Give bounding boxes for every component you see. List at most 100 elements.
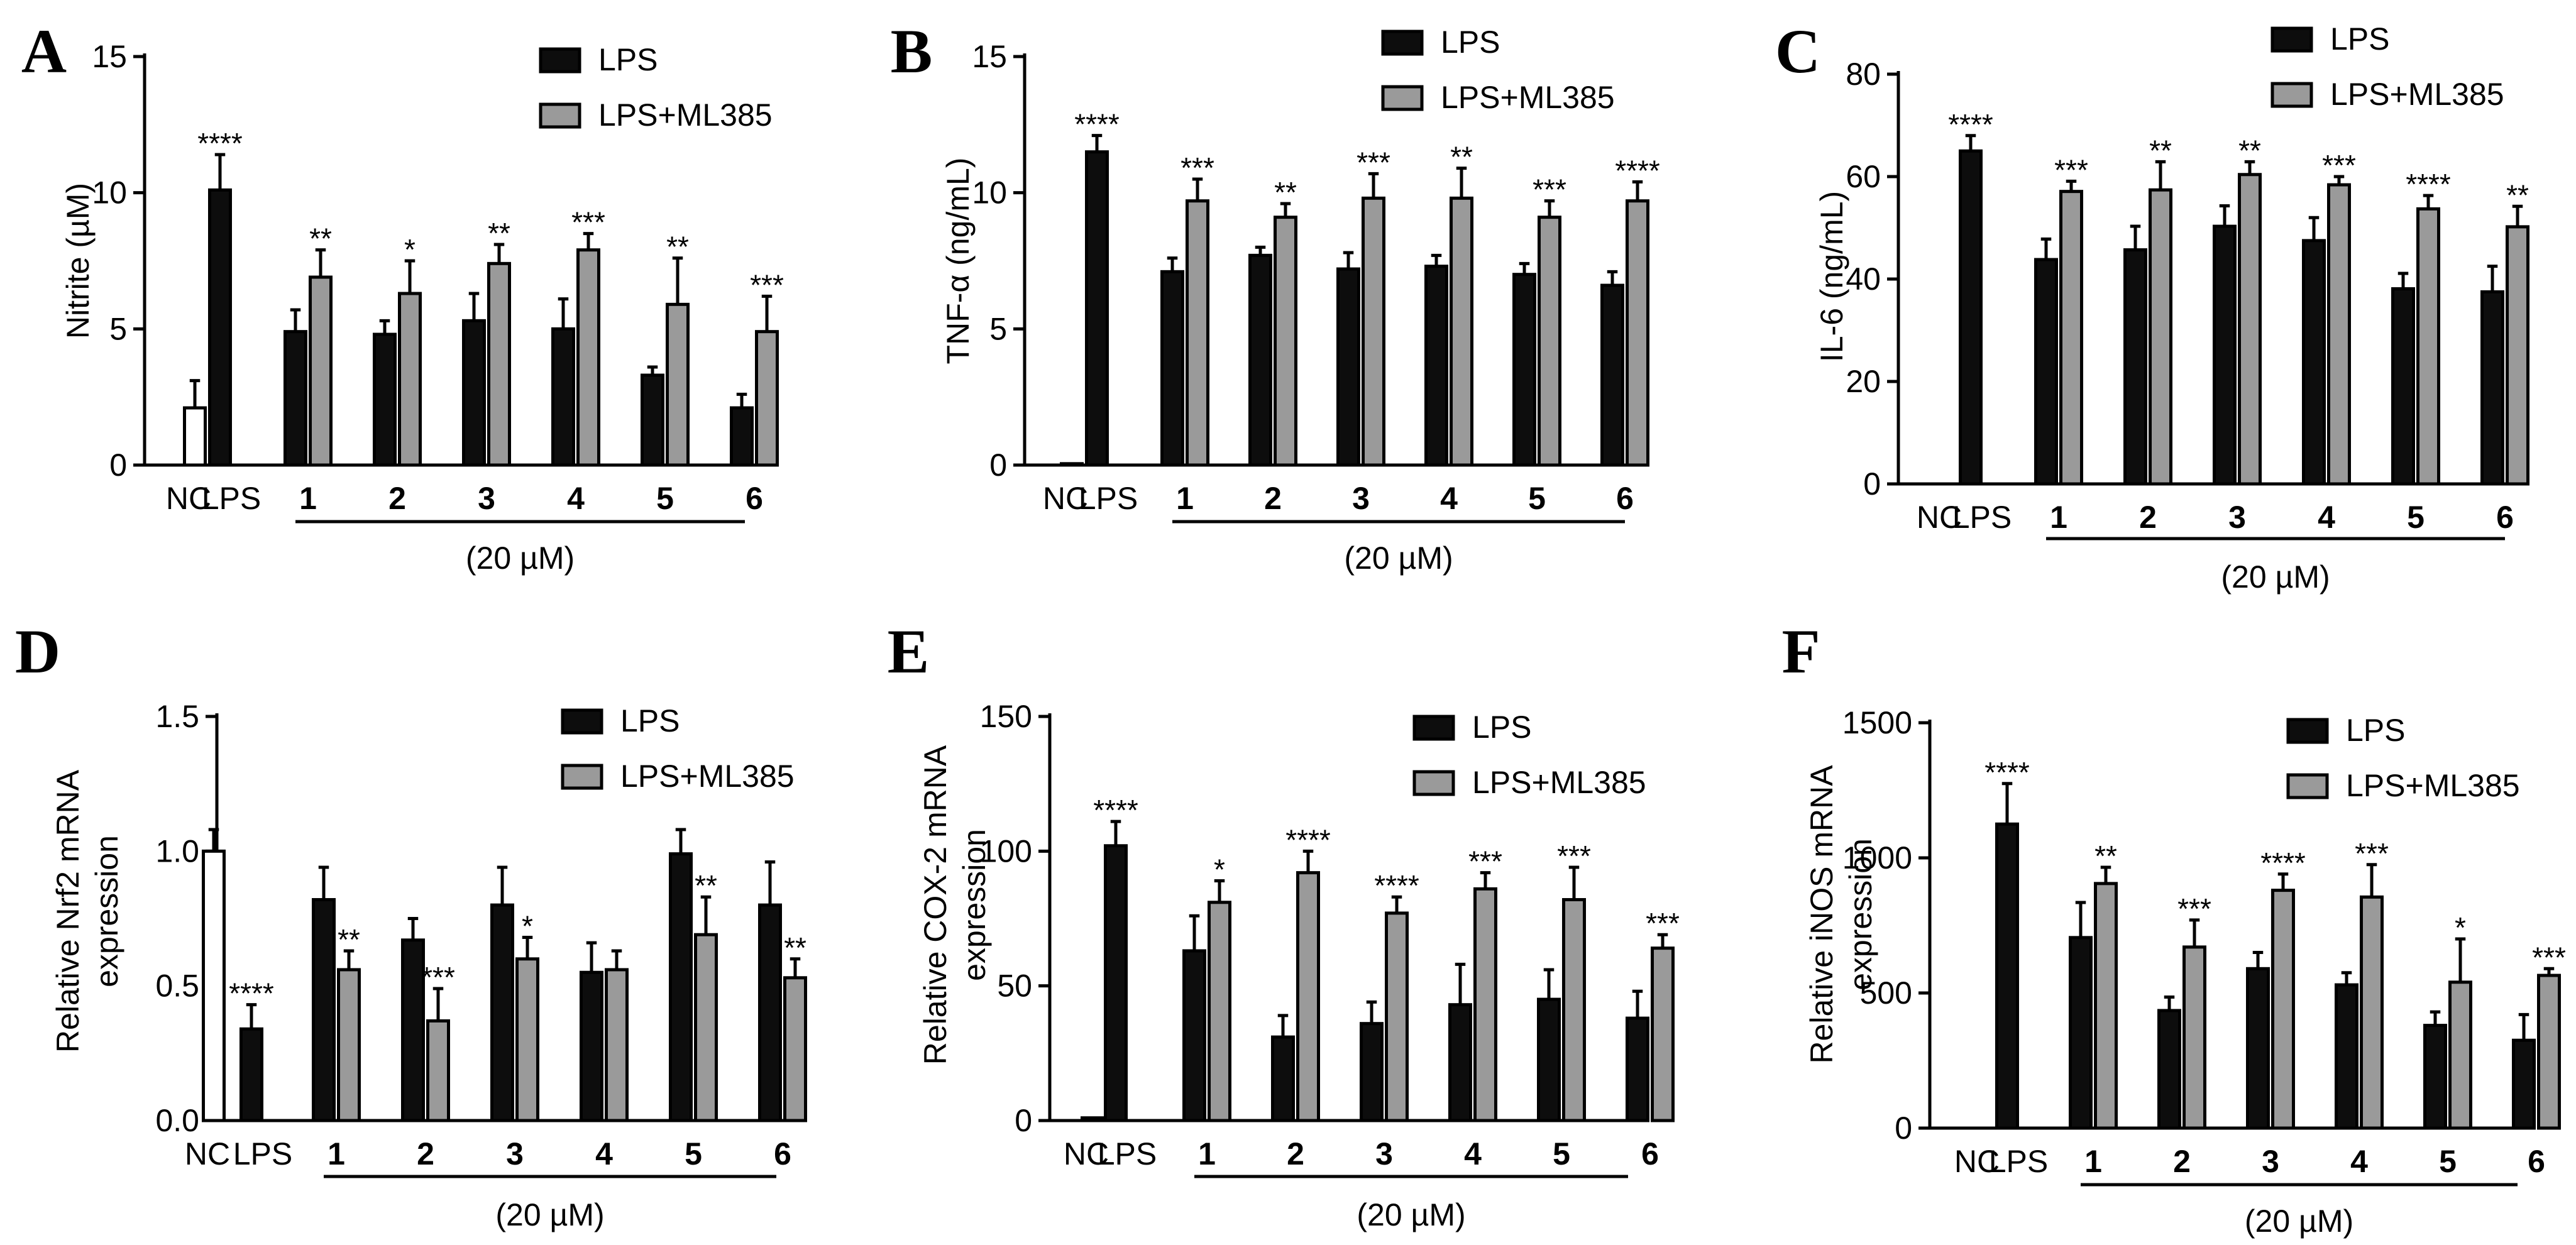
bar-lps-ml385-2 — [1296, 871, 1320, 1122]
significance-label: *** — [2532, 941, 2566, 974]
legend-swatch-lps — [2286, 718, 2329, 744]
y-tick-label: 100 — [980, 833, 1032, 869]
panel-E: E Relative COX-2 mRNA expression 0 50 100 150 *… — [888, 617, 1680, 1232]
bar-lps-5 — [1537, 997, 1561, 1122]
bar-lps-6 — [730, 406, 754, 467]
significance-label: **** — [1948, 108, 1993, 141]
x-label-lps: LPS — [1989, 1144, 2049, 1179]
bar-lps-ml385-4 — [605, 968, 629, 1122]
group-label: (20 µM) — [1344, 540, 1453, 576]
significance-label: ** — [666, 231, 689, 263]
y-tick-label: 1.5 — [155, 699, 199, 734]
x-label-lps: LPS — [1098, 1136, 1157, 1171]
bar-lps-3 — [490, 903, 514, 1122]
x-label-compound: 1 — [1198, 1136, 1216, 1171]
bar-lps-ml385-1 — [2094, 882, 2118, 1130]
x-label-compound: 1 — [2050, 500, 2067, 535]
legend-swatch-lps-ml385 — [561, 764, 603, 790]
bar-lps-ml385-2 — [2149, 188, 2172, 486]
bar-lps-ml385-5 — [2448, 980, 2472, 1130]
y-axis-label: Relative Nrf2 mRNA expression — [50, 769, 124, 1053]
significance-label: *** — [1533, 173, 1566, 206]
bar-nc — [1081, 1116, 1104, 1122]
y-tick-label: 50 — [997, 968, 1032, 1004]
bar-lps-2 — [1271, 1035, 1295, 1122]
significance-label: **** — [229, 977, 274, 1010]
significance-label: *** — [1357, 146, 1390, 178]
bar-lps-ml385-1 — [1208, 901, 1231, 1122]
significance-label: **** — [1374, 869, 1419, 902]
significance-label: ** — [309, 222, 332, 255]
legend-label-lps: LPS — [2330, 21, 2390, 57]
y-axis-label-line: Relative Nrf2 mRNA — [50, 769, 85, 1053]
legend-swatch-lps — [2271, 26, 2313, 53]
panel-letter: B — [891, 16, 933, 86]
legend-swatch-lps — [539, 47, 581, 74]
y-tick-label: 40 — [1846, 261, 1881, 297]
y-axis-label-line: expression — [957, 829, 992, 981]
significance-label: *** — [571, 206, 605, 239]
y-tick-label: 0.0 — [155, 1103, 199, 1138]
bar-lps-ml385-5 — [2416, 207, 2440, 486]
significance-label: *** — [2054, 153, 2088, 186]
y-tick-label: 0 — [1015, 1103, 1032, 1138]
significance-label: **** — [1615, 154, 1660, 187]
y-tick-label: 1500 — [1842, 705, 1912, 740]
significance-label: ** — [2149, 134, 2172, 167]
x-label-compound: 5 — [1528, 481, 1546, 516]
bar-lps-1 — [312, 897, 336, 1122]
significance-label: **** — [1984, 756, 2030, 789]
y-tick-label: 0.5 — [155, 968, 199, 1004]
bar-lps-5 — [641, 373, 664, 467]
y-tick-label: 5 — [109, 311, 127, 346]
legend-swatch-lps — [1412, 715, 1455, 741]
significance-label: **** — [197, 127, 243, 160]
significance-label: **** — [2260, 847, 2306, 879]
y-tick-label: 10 — [972, 175, 1007, 211]
panel-letter: A — [21, 16, 67, 86]
x-label-compound: 2 — [2139, 500, 2157, 535]
bar-lps-ml385-3 — [515, 957, 539, 1122]
bar-lps-ml385-6 — [2537, 974, 2561, 1130]
y-tick-label: 15 — [92, 39, 127, 74]
significance-label: ** — [1450, 141, 1473, 173]
legend-label-lps: LPS — [1472, 710, 1532, 745]
bar-lps-ml385-3 — [2271, 889, 2295, 1130]
significance-label: *** — [1468, 845, 1502, 878]
y-tick-label: 20 — [1846, 364, 1881, 399]
panel-F: F Relative iNOS mRNA expression 0 500 1000 150… — [1781, 617, 2565, 1239]
y-tick-label: 60 — [1846, 159, 1881, 194]
y-tick-label: 150 — [980, 699, 1032, 734]
x-label-nc: NC — [185, 1136, 230, 1171]
bar-lps-ml385-3 — [1385, 911, 1409, 1122]
group-label: (20 µM) — [2245, 1204, 2353, 1239]
panel-letter: E — [888, 617, 930, 686]
significance-label: *** — [1557, 840, 1591, 872]
x-label-compound: 1 — [328, 1136, 345, 1171]
bar-lps-1 — [2034, 258, 2058, 486]
bar-lps-5 — [2423, 1024, 2447, 1130]
panel-D: D Relative Nrf2 mRNA expression 0.0 0.5 1.0 1.… — [15, 617, 807, 1232]
bar-lps-3 — [2213, 224, 2237, 486]
bar-lps-4 — [1448, 1003, 1472, 1122]
x-label-compound: 6 — [2528, 1144, 2545, 1179]
x-label-compound: 2 — [388, 481, 406, 516]
x-label-compound: 6 — [746, 481, 763, 516]
x-label-compound: 4 — [1440, 481, 1458, 516]
legend-swatch-lps-ml385 — [2271, 82, 2313, 108]
x-label-lps: LPS — [233, 1136, 293, 1171]
legend-label-lps-ml385: LPS+ML385 — [1441, 80, 1615, 115]
legend-label-lps-ml385: LPS+ML385 — [2330, 77, 2504, 112]
y-axis-label: Relative COX-2 mRNA expression — [918, 745, 992, 1065]
legend-swatch-lps-ml385 — [1412, 770, 1455, 796]
significance-label: *** — [750, 268, 784, 301]
bar-lps-ml385-6 — [2506, 225, 2529, 486]
bar-lps-1 — [283, 330, 307, 467]
significance-label: * — [2455, 911, 2466, 944]
x-label-compound: 3 — [1375, 1136, 1393, 1171]
legend-swatch-lps — [1381, 30, 1424, 56]
bar-lps-ml385-6 — [783, 976, 807, 1122]
bar-lps-1 — [2069, 936, 2093, 1130]
x-label-nc: NC — [1064, 1136, 1109, 1171]
y-axis-label-line: IL-6 (ng/mL) — [1814, 191, 1849, 362]
